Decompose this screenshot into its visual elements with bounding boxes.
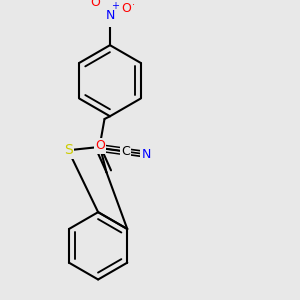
Text: N: N xyxy=(105,9,115,22)
Text: O: O xyxy=(90,0,100,9)
Text: N: N xyxy=(141,148,151,161)
Text: +: + xyxy=(111,1,119,10)
Text: O: O xyxy=(95,140,105,152)
Text: S: S xyxy=(64,143,73,157)
Text: -: - xyxy=(130,0,134,9)
Text: C: C xyxy=(121,145,130,158)
Text: O: O xyxy=(122,2,131,15)
